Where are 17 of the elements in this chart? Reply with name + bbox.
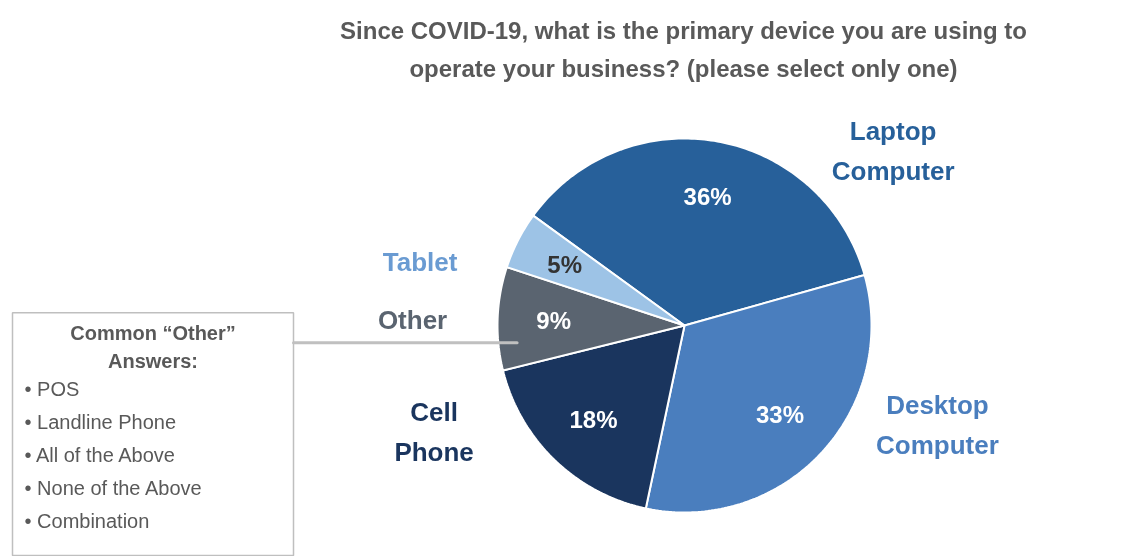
text: Common “Other” Answers: bbox=[70, 321, 236, 372]
text: • None of the Above bbox=[24, 476, 202, 499]
data-label: 18% bbox=[569, 406, 618, 434]
slice-label: Desktop Computer bbox=[876, 390, 999, 461]
data-label: 36% bbox=[683, 183, 732, 211]
slice-label: Cell Phone bbox=[394, 396, 474, 467]
slice-label: Other bbox=[377, 305, 448, 336]
slice-label: Laptop Computer bbox=[831, 115, 955, 186]
slice-label: Tablet bbox=[382, 246, 458, 277]
data-label: 33% bbox=[756, 401, 805, 429]
data-label: 5% bbox=[547, 250, 582, 278]
data-label: 9% bbox=[536, 307, 572, 335]
text: • Combination bbox=[24, 509, 150, 532]
chart-title: Since COVID-19, what is the primary device you are using to operate your business? (please select only one) bbox=[340, 17, 1027, 82]
text: • POS bbox=[24, 377, 80, 400]
text: • All of the Above bbox=[24, 443, 175, 466]
text: • Landline Phone bbox=[24, 410, 177, 433]
